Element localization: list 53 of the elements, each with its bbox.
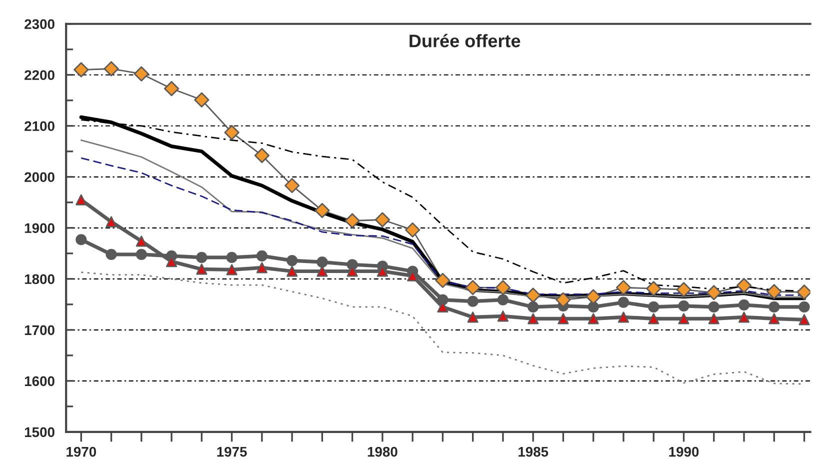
point (528, 313, 539, 324)
point (528, 301, 539, 313)
point (286, 266, 298, 277)
y-tick-label: 1700 (24, 325, 54, 336)
point (286, 254, 298, 266)
y-tick-label: 1600 (24, 376, 54, 386)
point (648, 301, 660, 313)
x-tick-label: 1985 (518, 446, 548, 457)
point (256, 250, 268, 262)
point (798, 301, 810, 313)
point (106, 248, 117, 260)
point (106, 216, 117, 228)
y-tick-label: 2000 (24, 172, 54, 182)
y-tick-label: 2300 (24, 19, 54, 30)
point (76, 234, 87, 246)
point (256, 262, 268, 274)
x-tick-label: 1980 (368, 446, 398, 457)
point (196, 252, 208, 264)
point (618, 312, 630, 323)
y-tick-label: 2100 (24, 121, 54, 132)
y-tick-label: 2200 (24, 70, 54, 80)
point (136, 236, 147, 247)
point (738, 299, 750, 310)
point (798, 314, 810, 326)
point (648, 313, 660, 324)
point (588, 301, 599, 313)
point (708, 301, 720, 313)
point (196, 264, 208, 275)
point (136, 248, 147, 260)
point (226, 264, 238, 276)
y-tick-label: 1500 (24, 427, 54, 438)
point (467, 296, 478, 307)
point (497, 310, 509, 322)
point (467, 312, 478, 323)
point (76, 194, 87, 206)
x-tick-label: 1975 (217, 446, 247, 457)
point (497, 294, 509, 306)
x-tick-label: 1970 (66, 446, 96, 457)
point (618, 296, 630, 308)
point (708, 313, 720, 324)
point (316, 256, 328, 268)
chart-title: Durée offerte (410, 34, 520, 48)
point (678, 300, 690, 312)
point (558, 313, 569, 324)
point (678, 313, 690, 324)
point (768, 313, 780, 324)
y-tick-label: 1900 (24, 223, 54, 234)
point (768, 301, 780, 313)
point (226, 252, 238, 264)
point (588, 313, 599, 324)
x-tick-label: 1990 (669, 446, 699, 457)
point (738, 312, 750, 323)
y-tick-label: 1800 (24, 274, 54, 284)
